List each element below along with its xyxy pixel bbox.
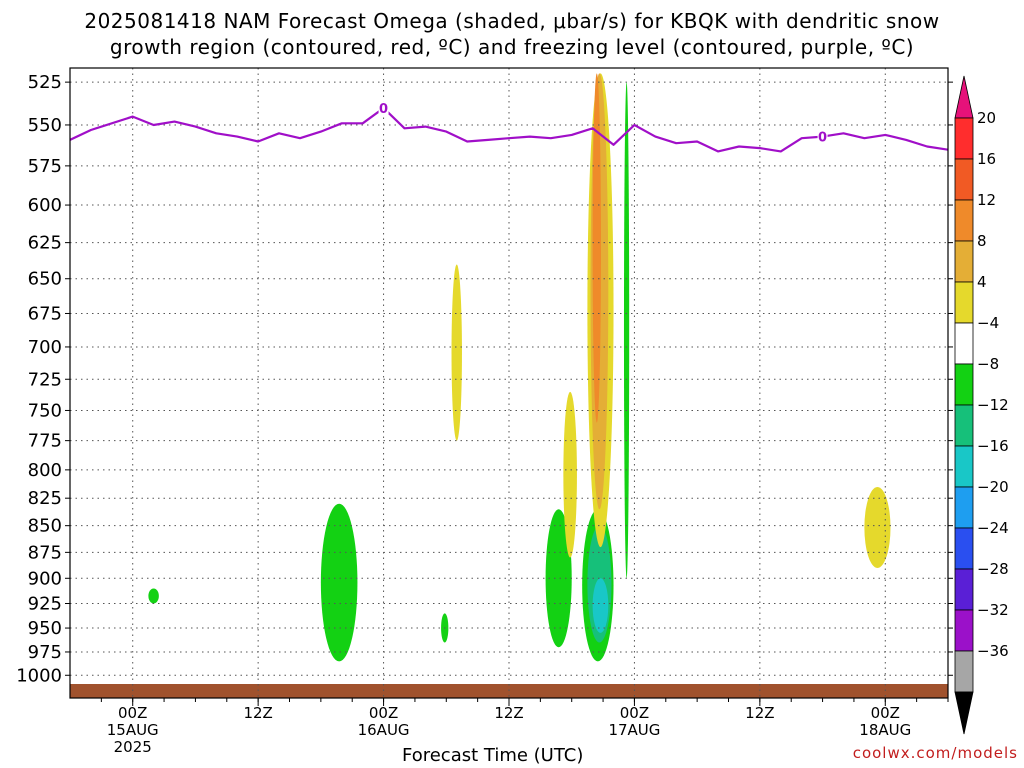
colorbar-label-8: −16 bbox=[977, 437, 1009, 455]
colorbar-label-12: −32 bbox=[977, 601, 1009, 619]
omega-region-0 bbox=[148, 588, 159, 604]
omega-region-3 bbox=[545, 509, 572, 648]
freezing-level-label-0: 0 bbox=[379, 102, 388, 117]
y-tick-label-950: 950 bbox=[28, 618, 62, 639]
y-tick-label-900: 900 bbox=[28, 568, 62, 589]
chart-title: 2025081418 NAM Forecast Omega (shaded, μ… bbox=[0, 8, 1024, 60]
x-tick-label-6: 00Z bbox=[871, 704, 900, 722]
y-tick-label-825: 825 bbox=[28, 488, 62, 509]
colorbar-label-3: 8 bbox=[977, 232, 987, 250]
omega-region-1 bbox=[320, 503, 358, 662]
colorbar-label-5: −4 bbox=[977, 314, 999, 332]
colorbar-swatch-6 bbox=[954, 363, 974, 406]
x-tick-label-2: 00Z bbox=[369, 704, 398, 722]
freezing-label-bg-0 bbox=[378, 101, 389, 115]
y-tick-label-625: 625 bbox=[28, 233, 62, 254]
y-tick-label-750: 750 bbox=[28, 400, 62, 421]
x-tick-date-6: 18AUG bbox=[859, 721, 911, 739]
y-tick-label-725: 725 bbox=[28, 369, 62, 390]
x-tick-year-0: 2025 bbox=[114, 738, 152, 756]
colorbar-swatch-5 bbox=[954, 322, 974, 365]
colorbar-top-triangle bbox=[954, 75, 974, 119]
y-tick-label-775: 775 bbox=[28, 431, 62, 452]
y-tick-label-925: 925 bbox=[28, 594, 62, 615]
x-tick-date-0: 15AUG bbox=[107, 721, 159, 739]
y-tick-label-575: 575 bbox=[28, 156, 62, 177]
freezing-level-label-1: 0 bbox=[818, 131, 827, 146]
x-tick-label-3: 12Z bbox=[494, 704, 523, 722]
colorbar-label-11: −28 bbox=[977, 560, 1009, 578]
omega-region-8 bbox=[451, 264, 462, 441]
omega-region-7 bbox=[623, 82, 630, 579]
freezing-label-bg-1 bbox=[817, 129, 828, 143]
y-tick-label-975: 975 bbox=[28, 642, 62, 663]
x-tick-date-2: 16AUG bbox=[358, 721, 410, 739]
colorbar-label-4: 4 bbox=[977, 273, 987, 291]
y-tick-label-600: 600 bbox=[28, 195, 62, 216]
colorbar-bottom-triangle bbox=[954, 691, 974, 735]
x-tick-label-5: 12Z bbox=[745, 704, 774, 722]
colorbar-label-9: −20 bbox=[977, 478, 1009, 496]
colorbar-label-10: −24 bbox=[977, 519, 1009, 537]
y-tick-label-650: 650 bbox=[28, 269, 62, 290]
y-tick-label-550: 550 bbox=[28, 115, 62, 136]
colorbar-swatch-7 bbox=[954, 404, 974, 447]
colorbar-label-1: 16 bbox=[977, 150, 996, 168]
omega-region-6 bbox=[592, 578, 609, 633]
colorbar-swatch-9 bbox=[954, 486, 974, 529]
colorbar-label-13: −36 bbox=[977, 642, 1009, 660]
colorbar-label-2: 12 bbox=[977, 191, 996, 209]
chart-title-line-1: 2025081418 NAM Forecast Omega (shaded, μ… bbox=[84, 9, 940, 33]
credit-text: coolwx.com/models bbox=[852, 744, 1018, 762]
x-axis-title: Forecast Time (UTC) bbox=[402, 745, 584, 766]
colorbar-label-6: −8 bbox=[977, 355, 999, 373]
colorbar-swatch-2 bbox=[954, 199, 974, 242]
x-tick-label-0: 00Z bbox=[118, 704, 147, 722]
colorbar-swatch-11 bbox=[954, 568, 974, 611]
y-tick-label-850: 850 bbox=[28, 516, 62, 537]
y-tick-label-525: 525 bbox=[28, 72, 62, 93]
x-tick-label-4: 00Z bbox=[620, 704, 649, 722]
y-tick-label-675: 675 bbox=[28, 303, 62, 324]
colorbar-swatch-0 bbox=[954, 117, 974, 160]
y-tick-label-1000: 1000 bbox=[16, 665, 62, 686]
y-tick-label-800: 800 bbox=[28, 460, 62, 481]
colorbar-swatch-8 bbox=[954, 445, 974, 488]
colorbar-swatch-4 bbox=[954, 281, 974, 324]
omega-region-9 bbox=[563, 391, 577, 558]
colorbar-swatch-12 bbox=[954, 609, 974, 652]
omega-region-13 bbox=[864, 486, 891, 568]
omega-region-12 bbox=[592, 73, 601, 423]
colorbar-swatch-1 bbox=[954, 158, 974, 201]
colorbar-swatch-13 bbox=[954, 650, 974, 693]
colorbar-swatch-10 bbox=[954, 527, 974, 570]
y-tick-label-700: 700 bbox=[28, 337, 62, 358]
x-tick-date-4: 17AUG bbox=[608, 721, 660, 739]
y-tick-label-875: 875 bbox=[28, 542, 62, 563]
colorbar-label-0: 20 bbox=[977, 109, 996, 127]
colorbar-swatch-3 bbox=[954, 240, 974, 283]
x-tick-label-1: 12Z bbox=[243, 704, 272, 722]
colorbar-label-7: −12 bbox=[977, 396, 1009, 414]
chart-title-line-2: growth region (contoured, red, ºC) and f… bbox=[109, 35, 915, 59]
freezing-level-line bbox=[70, 107, 948, 153]
